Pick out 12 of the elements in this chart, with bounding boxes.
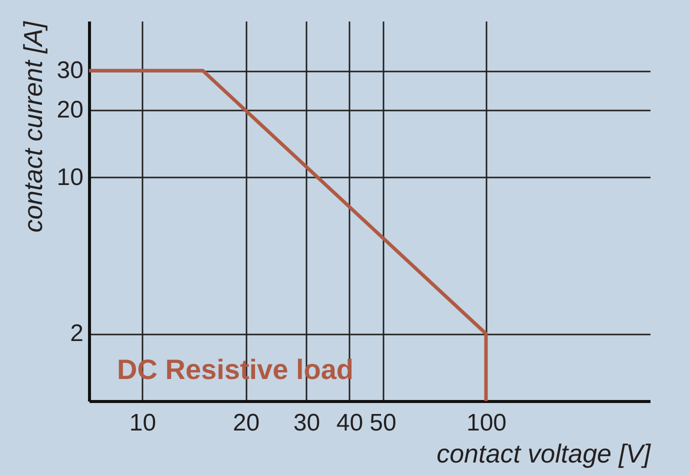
x-tick-label: 10 (129, 410, 156, 436)
x-tick-label: 100 (466, 410, 507, 436)
x-tick-label: 50 (370, 410, 396, 436)
y-tick-label: 20 (56, 96, 84, 124)
x-tick-label: 30 (293, 410, 320, 436)
x-tick-label: 20 (232, 410, 260, 436)
x-axis-title: contact voltage [V] (436, 438, 652, 468)
y-tick-label: 2 (70, 320, 84, 348)
y-tick-label: 30 (56, 57, 84, 84)
y-tick-label: 10 (56, 164, 84, 191)
y-axis-title: contact current [A] (18, 20, 48, 232)
x-tick-label: 40 (336, 410, 364, 436)
